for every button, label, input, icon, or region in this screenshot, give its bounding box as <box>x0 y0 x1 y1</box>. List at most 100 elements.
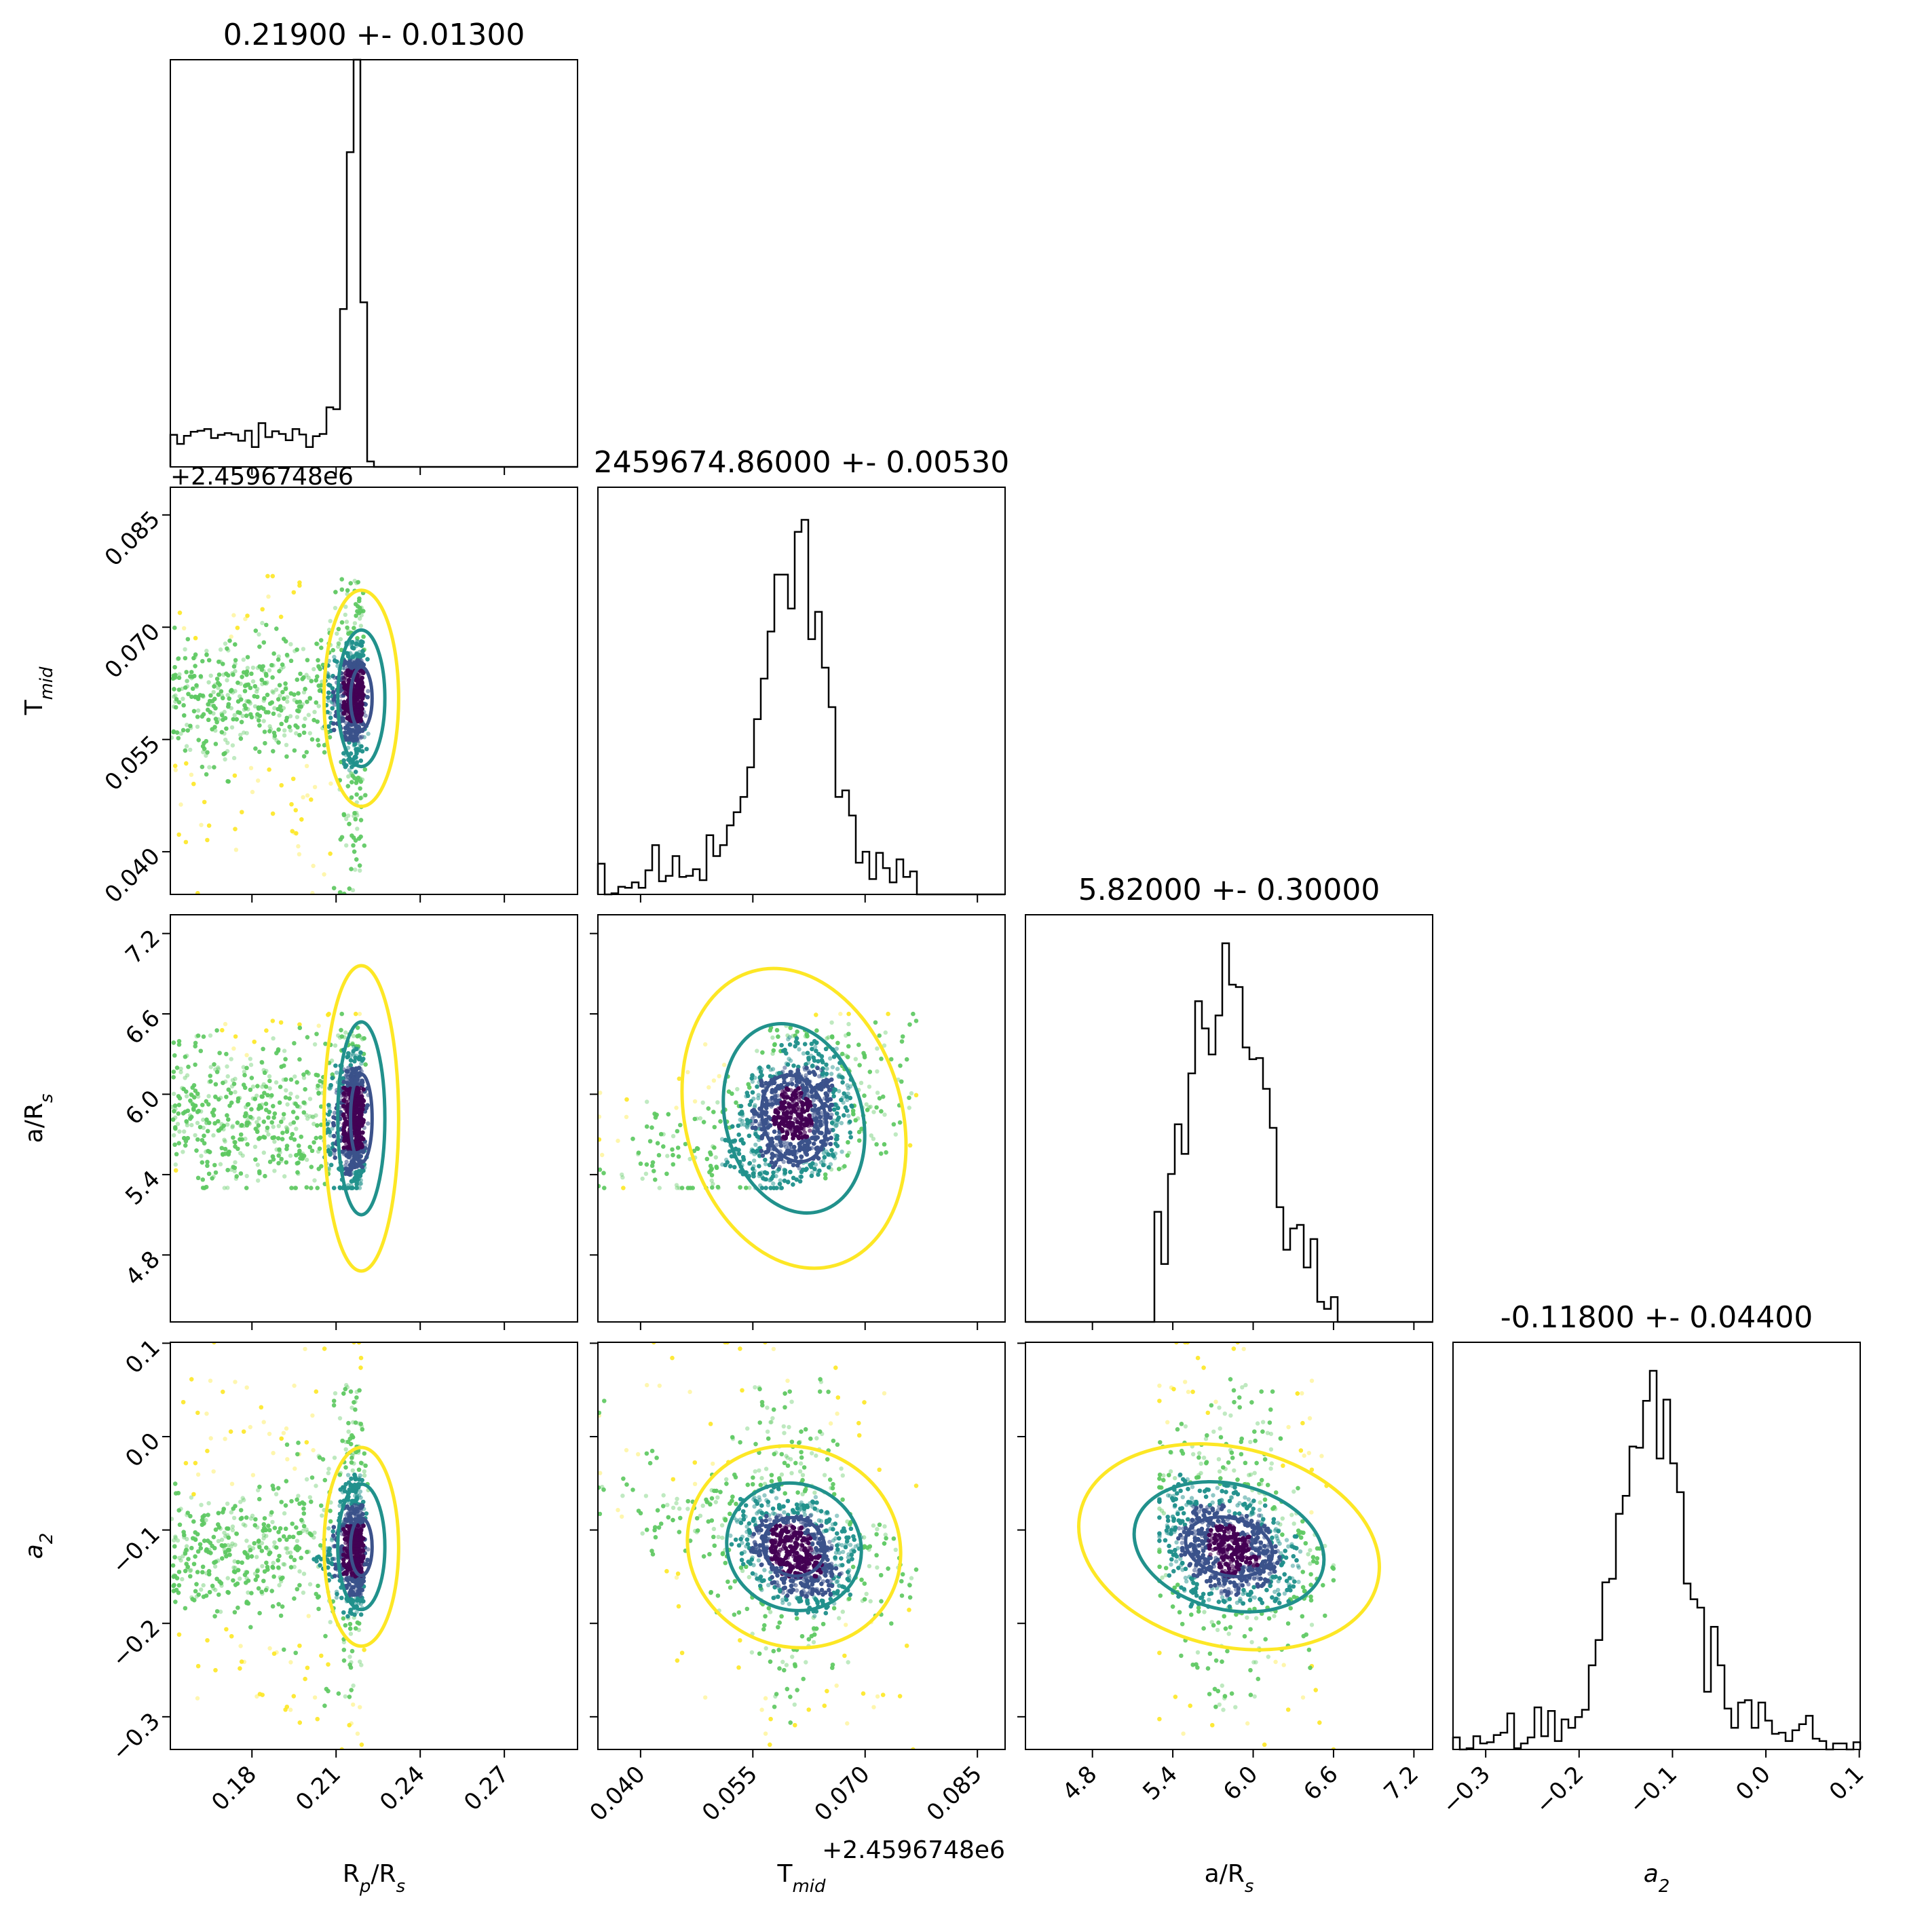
sample-point <box>219 730 224 735</box>
sample-point <box>291 776 296 781</box>
sample-point <box>353 867 358 872</box>
sample-point <box>195 715 200 719</box>
sample-point <box>225 1168 230 1173</box>
sample-point <box>351 835 356 840</box>
sample-point <box>264 1028 269 1033</box>
sample-point <box>257 644 262 649</box>
sample-point <box>230 690 235 695</box>
sample-point <box>261 640 266 645</box>
sample-point <box>233 642 238 647</box>
sample-point <box>356 776 361 780</box>
sample-point <box>271 651 276 656</box>
sample-point <box>255 694 260 700</box>
sample-point <box>193 664 197 668</box>
sample-point <box>261 706 266 711</box>
sample-point <box>336 626 341 632</box>
sample-point <box>214 677 220 681</box>
sample-point <box>284 715 289 721</box>
sample-point <box>328 851 333 856</box>
sample-point <box>268 727 274 732</box>
sample-point <box>299 704 303 709</box>
sample-point <box>183 656 188 661</box>
sample-point <box>195 696 200 700</box>
sample-point <box>191 708 197 714</box>
sample-point <box>307 696 312 701</box>
sample-point <box>359 744 364 749</box>
sample-point <box>225 693 230 698</box>
sample-point <box>288 714 293 719</box>
sample-point <box>357 1011 362 1017</box>
sample-point <box>322 872 326 877</box>
sample-point <box>319 638 324 643</box>
sample-point <box>235 626 240 630</box>
sample-point <box>176 736 181 740</box>
sample-point <box>277 713 282 718</box>
sample-point <box>229 687 234 693</box>
sample-point <box>255 1084 260 1088</box>
sample-point <box>353 838 358 843</box>
sample-point <box>284 718 288 723</box>
sample-point <box>240 810 244 814</box>
sample-point <box>244 673 249 677</box>
sample-point <box>316 658 320 663</box>
sample-point <box>316 743 321 748</box>
sample-point <box>173 693 178 698</box>
sample-point <box>276 697 281 702</box>
sample-point <box>360 749 365 754</box>
sample-point <box>263 710 269 715</box>
sample-point <box>259 667 264 672</box>
sample-point <box>345 625 350 630</box>
sample-point <box>357 599 362 603</box>
sample-point <box>267 1078 272 1084</box>
sample-point <box>212 684 216 689</box>
sample-point <box>257 749 262 755</box>
sample-point <box>172 687 176 692</box>
sample-point <box>212 696 217 702</box>
sample-point <box>262 696 267 701</box>
sample-point <box>357 599 362 603</box>
sample-point <box>240 675 244 679</box>
sample-point <box>293 1074 297 1079</box>
sample-point <box>188 723 193 728</box>
sample-point <box>316 658 320 663</box>
sample-point <box>345 588 350 593</box>
sample-point <box>339 835 345 839</box>
sample-point <box>270 573 275 579</box>
sample-point <box>240 675 244 679</box>
sample-point <box>200 1177 205 1182</box>
sample-point <box>295 677 299 682</box>
sample-point <box>221 717 225 722</box>
sample-point <box>216 681 221 685</box>
sample-point <box>333 590 338 594</box>
sample-point <box>282 696 286 701</box>
sample-point <box>341 812 346 817</box>
sample-point <box>229 1057 233 1061</box>
sample-point <box>188 674 193 679</box>
sample-point <box>191 708 197 714</box>
sample-point <box>289 802 294 807</box>
sample-point <box>289 802 294 807</box>
sample-point <box>183 685 188 690</box>
sample-point <box>355 636 360 641</box>
sample-point <box>267 767 271 772</box>
sample-point <box>257 723 262 728</box>
sample-point <box>242 670 246 675</box>
sample-point <box>176 675 182 680</box>
sample-point <box>249 715 254 720</box>
sample-point <box>356 580 360 585</box>
sample-point <box>261 706 266 711</box>
sample-point <box>219 730 224 735</box>
sample-point <box>232 1165 238 1171</box>
sample-point <box>348 581 353 586</box>
sample-point <box>176 675 182 680</box>
sample-point <box>360 685 366 689</box>
sample-point <box>231 717 235 722</box>
sample-point <box>174 730 180 735</box>
sample-point <box>212 765 216 770</box>
sample-point <box>322 742 327 748</box>
sample-point <box>191 782 196 787</box>
sample-point <box>226 704 231 709</box>
sample-point <box>267 729 272 734</box>
sample-point <box>176 700 182 705</box>
sample-point <box>176 675 182 680</box>
